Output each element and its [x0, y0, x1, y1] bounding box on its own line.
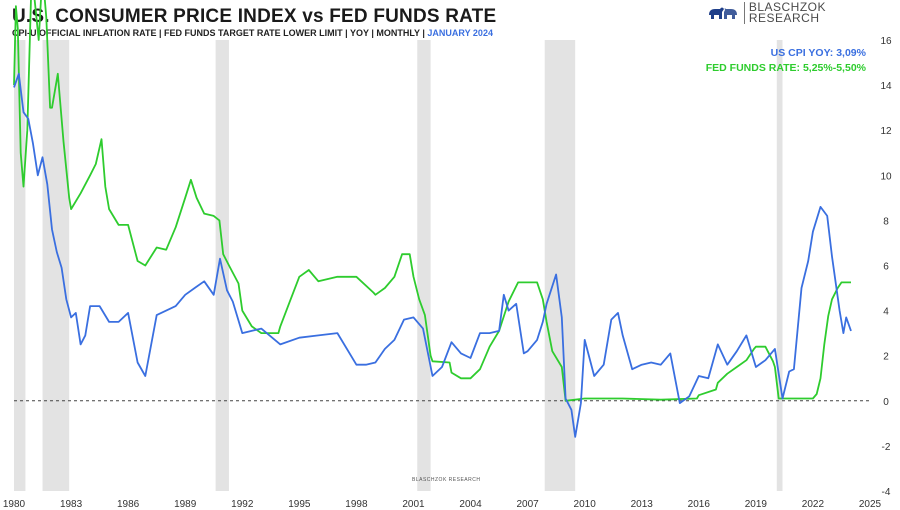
x-tick-label: 1986 [117, 499, 140, 510]
watermark: BLASCHZOK RESEARCH [412, 477, 481, 483]
y-tick-label: 14 [880, 81, 892, 92]
x-tick-label: 2016 [688, 499, 711, 510]
x-tick-label: 2022 [802, 499, 825, 510]
y-tick-label: 12 [880, 126, 892, 137]
recession-band [544, 40, 576, 491]
brand-logo: BLASCHZOK RESEARCH [707, 0, 826, 25]
x-tick-label: 1995 [288, 499, 311, 510]
x-tick-label: 2025 [859, 499, 882, 510]
y-tick-label: 2 [883, 352, 889, 363]
chart-subtitle: CPI-U OFFICIAL INFLATION RATE | FED FUND… [12, 28, 493, 38]
x-tick-label: 2004 [459, 499, 482, 510]
bull-bear-icon [708, 7, 737, 19]
y-tick-label: 10 [880, 171, 892, 182]
recession-band [417, 40, 431, 491]
y-tick-label: 8 [883, 216, 889, 227]
recession-band [42, 40, 70, 491]
x-tick-label: 2001 [402, 499, 425, 510]
x-tick-label: 1989 [174, 499, 197, 510]
x-tick-label: 1980 [3, 499, 26, 510]
x-tick-label: 2019 [745, 499, 768, 510]
x-tick-label: 1998 [345, 499, 368, 510]
x-tick-label: 1983 [60, 499, 83, 510]
series-layer [13, 0, 852, 438]
x-axis: 1980 1983 1986 1989 1992 1995 1998 2001 2004 2007… [3, 499, 882, 510]
recession-band [776, 40, 783, 491]
y-tick-label: 4 [883, 307, 889, 318]
subtitle-date: JANUARY 2024 [427, 28, 493, 38]
cpi-series-line [13, 72, 852, 438]
legend-cpi: US CPI YOY: 3,09% [770, 47, 866, 59]
legend: US CPI YOY: 3,09% FED FUNDS RATE: 5,25%-… [706, 46, 866, 76]
y-tick-label: 0 [883, 397, 889, 408]
chart-title: U.S. CONSUMER PRICE INDEX vs FED FUNDS R… [12, 6, 497, 27]
brand-name: BLASCHZOK RESEARCH [743, 0, 826, 25]
y-axis: -4 -2 0 2 4 6 8 10 12 14 16 [880, 36, 892, 498]
brand-name-line2: RESEARCH [748, 11, 820, 25]
x-tick-label: 2013 [631, 499, 654, 510]
x-tick-label: 1992 [231, 499, 254, 510]
y-tick-label: 16 [880, 36, 892, 47]
legend-fed: FED FUNDS RATE: 5,25%-5,50% [705, 62, 866, 74]
y-tick-label: -4 [882, 487, 891, 498]
brand-name-line1: BLASCHZOK [748, 0, 826, 14]
fed-funds-series-line [13, 0, 851, 402]
y-tick-label: 6 [883, 262, 889, 273]
x-tick-label: 2007 [516, 499, 539, 510]
x-tick-label: 2010 [574, 499, 597, 510]
y-tick-label: -2 [882, 442, 891, 453]
recession-band [14, 40, 26, 491]
subtitle-main: CPI-U OFFICIAL INFLATION RATE | FED FUND… [12, 28, 425, 38]
